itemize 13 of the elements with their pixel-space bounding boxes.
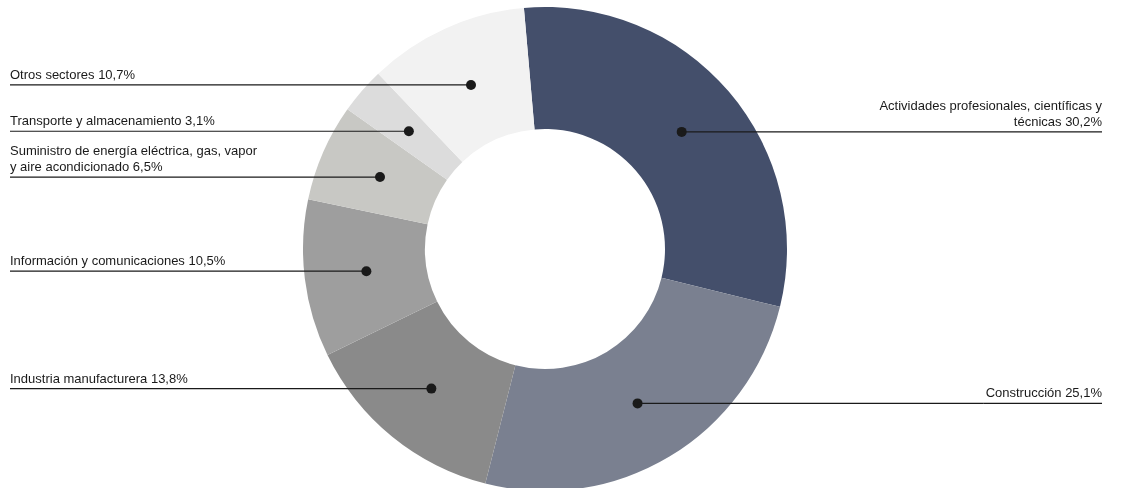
donut-slice [378,7,535,163]
slice-label: Actividades profesionales, científicas y técnicas 30,2% [879,97,1103,129]
donut-slice [485,277,780,488]
slice-label: Suministro de energía eléctrica, gas, vapor y aire acondicionado 6,5% [10,143,258,175]
donut-slice [347,73,463,180]
slice-label: Industria manufacturera 13,8% [10,370,189,386]
donut-slice [327,301,516,484]
slice-label: Transporte y almacenamiento 3,1% [10,113,216,129]
slice-label: Información y comunicaciones 10,5% [10,253,226,269]
slice-label: Otros sectores 10,7% [10,66,136,82]
donut-slice [308,109,448,225]
donut-slice [303,199,438,356]
slice-label: Construcción 25,1% [985,385,1103,401]
